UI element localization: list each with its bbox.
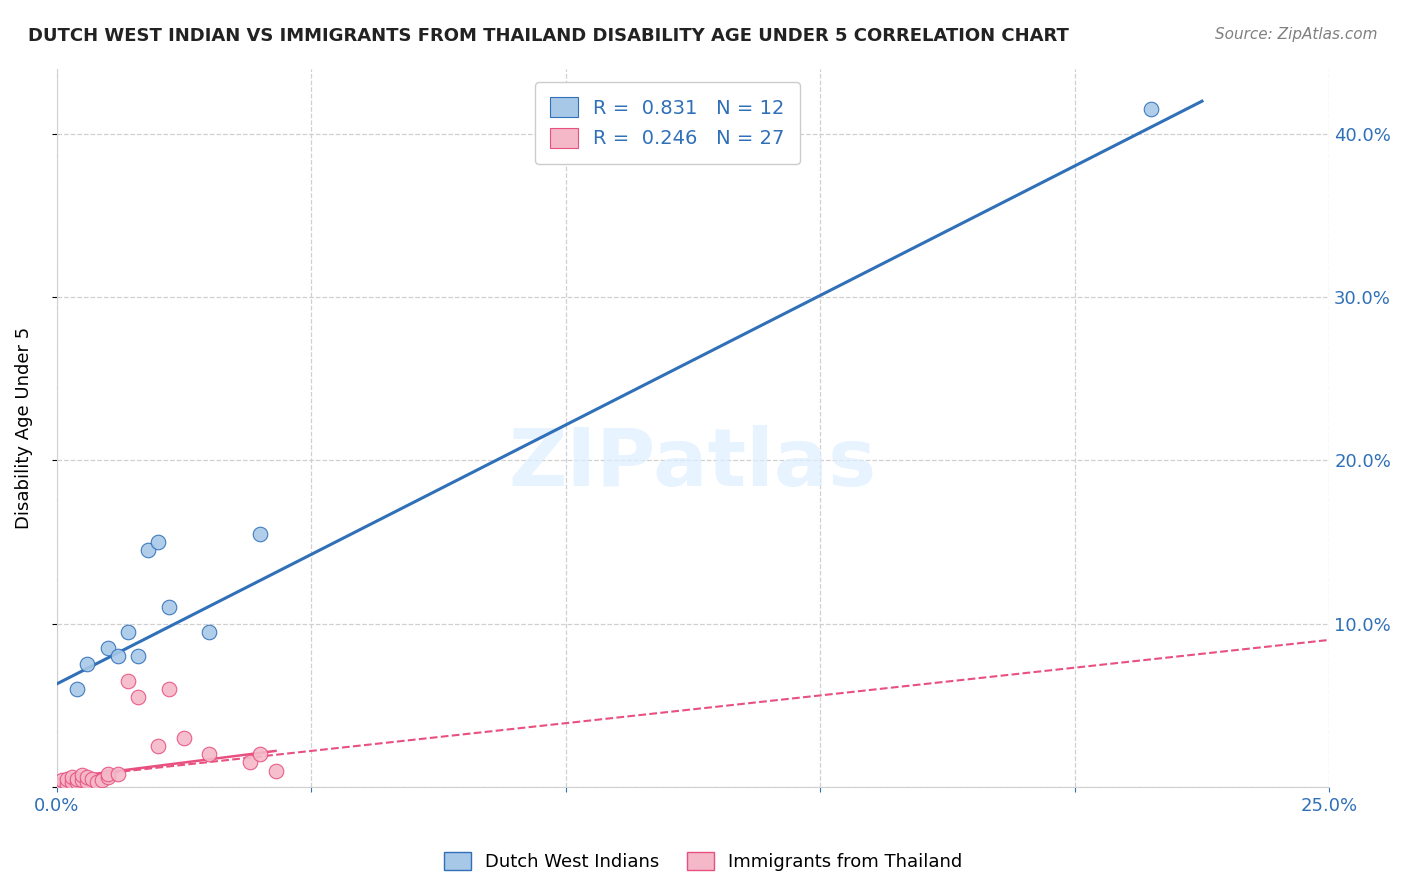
Point	[127, 649, 149, 664]
Point	[70, 768, 93, 782]
Point	[96, 770, 118, 784]
Point	[56, 776, 79, 790]
Point	[249, 747, 271, 762]
Point	[157, 681, 180, 696]
Point	[198, 624, 221, 639]
Point	[96, 641, 118, 656]
Point	[66, 772, 89, 786]
Y-axis label: Disability Age Under 5: Disability Age Under 5	[15, 326, 32, 529]
Point	[117, 624, 139, 639]
Point	[60, 775, 83, 789]
Point	[136, 543, 159, 558]
Point	[198, 747, 221, 762]
Point	[1140, 103, 1163, 117]
Point	[76, 775, 98, 789]
Point	[56, 772, 79, 786]
Point	[76, 770, 98, 784]
Point	[148, 535, 170, 549]
Point	[66, 681, 89, 696]
Point	[96, 766, 118, 780]
Point	[60, 770, 83, 784]
Text: Source: ZipAtlas.com: Source: ZipAtlas.com	[1215, 27, 1378, 42]
Legend: R =  0.831   N = 12, R =  0.246   N = 27: R = 0.831 N = 12, R = 0.246 N = 27	[534, 82, 800, 164]
Point	[173, 731, 195, 745]
Point	[86, 775, 108, 789]
Point	[249, 526, 271, 541]
Point	[117, 673, 139, 688]
Point	[91, 773, 114, 788]
Point	[127, 690, 149, 704]
Text: ZIPatlas: ZIPatlas	[509, 425, 877, 502]
Point	[157, 600, 180, 615]
Point	[51, 773, 73, 788]
Point	[239, 756, 262, 770]
Text: DUTCH WEST INDIAN VS IMMIGRANTS FROM THAILAND DISABILITY AGE UNDER 5 CORRELATION: DUTCH WEST INDIAN VS IMMIGRANTS FROM THA…	[28, 27, 1069, 45]
Point	[66, 775, 89, 789]
Legend: Dutch West Indians, Immigrants from Thailand: Dutch West Indians, Immigrants from Thai…	[436, 845, 970, 879]
Point	[107, 766, 129, 780]
Point	[148, 739, 170, 753]
Point	[51, 776, 73, 790]
Point	[82, 772, 104, 786]
Point	[107, 649, 129, 664]
Point	[264, 764, 287, 778]
Point	[76, 657, 98, 672]
Point	[70, 773, 93, 788]
